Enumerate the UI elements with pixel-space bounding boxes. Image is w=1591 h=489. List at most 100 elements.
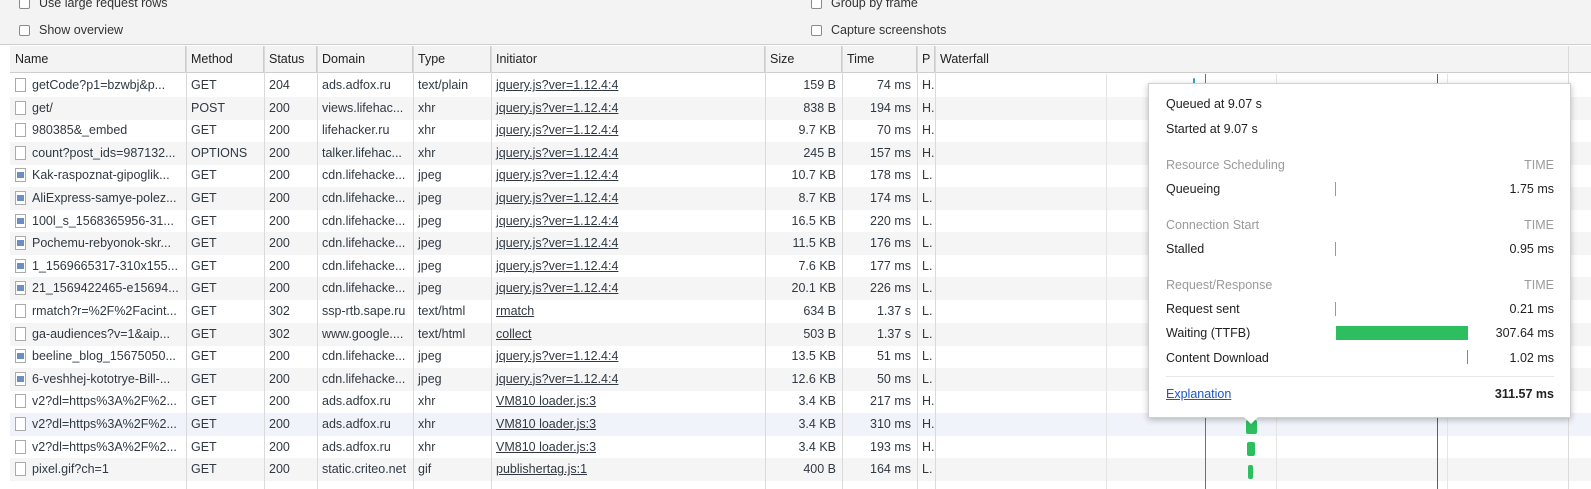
cell-name: 100l_s_1568365956-31...: [10, 210, 186, 233]
cell-initiator[interactable]: collect: [491, 323, 765, 346]
cell-time: 51 ms: [876, 349, 911, 364]
large-rows-option[interactable]: Use large request rows: [19, 0, 168, 11]
table-row[interactable]: getCode?p1=bzwbj&p... GET 204 ads.adfox.ru t…: [10, 74, 1591, 97]
cell-initiator[interactable]: jquery.js?ver=1.12.4:4: [491, 345, 765, 368]
initiator-link[interactable]: jquery.js?ver=1.12.4:4: [496, 236, 619, 251]
initiator-link[interactable]: jquery.js?ver=1.12.4:4: [496, 168, 619, 183]
cell-initiator[interactable]: jquery.js?ver=1.12.4:4: [491, 255, 765, 278]
initiator-link[interactable]: jquery.js?ver=1.12.4:4: [496, 78, 619, 92]
cell-name: 6-veshhej-kototrye-Bill-...: [10, 368, 186, 391]
table-row[interactable]: v2?dl=https%3A%2F%2... GET 200 ads.adfox.ru…: [10, 436, 1591, 459]
initiator-link[interactable]: rmatch: [496, 304, 535, 318]
cell-initiator[interactable]: rmatch: [491, 300, 765, 323]
initiator-link[interactable]: jquery.js?ver=1.12.4:4: [496, 371, 619, 386]
col-type-header[interactable]: Type: [413, 46, 491, 73]
cell-size: 8.7 KB: [798, 191, 836, 205]
initiator-link[interactable]: jquery.js?ver=1.12.4:4: [496, 281, 619, 296]
initiator-link[interactable]: VM810 loader.js:3: [496, 394, 597, 409]
table-row[interactable]: 980385&_embed GET 200 lifehacker.ru xhr jquer…: [10, 119, 1591, 142]
table-row[interactable]: rmatch?r=%2F%2Facint... GET 302 ssp-rtb.sap…: [10, 300, 1591, 323]
table-row[interactable]: 1_1569665317-310x155... GET 200 cdn.lifehac…: [10, 255, 1591, 278]
cell-method: OPTIONS: [191, 145, 248, 160]
initiator-link[interactable]: jquery.js?ver=1.12.4:4: [496, 213, 619, 228]
cell-method: GET: [191, 394, 217, 409]
cell-method: GET: [191, 326, 217, 341]
large-rows-label: Use large request rows: [39, 0, 168, 10]
cell-initiator[interactable]: jquery.js?ver=1.12.4:4: [491, 232, 765, 255]
cell-initiator[interactable]: jquery.js?ver=1.12.4:4: [491, 277, 765, 300]
request-name: AliExpress-samye-polez...: [32, 191, 177, 205]
col-status-header[interactable]: Status: [264, 46, 317, 73]
col-method-header[interactable]: Method: [186, 46, 264, 73]
table-row[interactable]: 100l_s_1568365956-31... GET 200 cdn.lifehac…: [10, 210, 1591, 233]
cell-initiator[interactable]: jquery.js?ver=1.12.4:4: [491, 142, 765, 165]
cell-type: text/html: [418, 326, 466, 341]
cell-domain: www.google....: [322, 326, 404, 341]
cell-type: xhr: [418, 145, 436, 160]
table-row[interactable]: v2?dl=https%3A%2F%2... GET 200 ads.adfox.ru…: [10, 390, 1591, 413]
initiator-link[interactable]: jquery.js?ver=1.12.4:4: [496, 191, 619, 205]
show-overview-option[interactable]: Show overview: [19, 22, 123, 38]
image-icon: [15, 213, 26, 228]
cell-initiator[interactable]: VM810 loader.js:3: [491, 436, 765, 459]
large-rows-checkbox[interactable]: [19, 0, 30, 9]
cell-initiator[interactable]: jquery.js?ver=1.12.4:4: [491, 97, 765, 120]
col-time-header[interactable]: Time: [842, 46, 917, 73]
cell-status: 200: [269, 191, 290, 205]
cell-initiator[interactable]: jquery.js?ver=1.12.4:4: [491, 119, 765, 142]
cell-initiator[interactable]: VM810 loader.js:3: [491, 413, 765, 436]
time-column-heading: TIME: [1524, 218, 1554, 232]
cell-initiator[interactable]: jquery.js?ver=1.12.4:4: [491, 368, 765, 391]
group-by-frame-option[interactable]: Group by frame: [811, 0, 918, 11]
col-domain-header[interactable]: Domain: [317, 46, 413, 73]
cell-initiator[interactable]: VM810 loader.js:3: [491, 390, 765, 413]
cell-initiator[interactable]: publishertag.js:1: [491, 458, 765, 481]
request-name: get/: [32, 100, 53, 115]
cell-status: 204: [269, 78, 290, 92]
cell-priority: H.: [922, 145, 935, 160]
cell-name: 21_1569422465-e15694...: [10, 277, 186, 300]
capture-screenshots-checkbox[interactable]: [811, 24, 822, 36]
explanation-link[interactable]: Explanation: [1166, 387, 1232, 401]
cell-size: 3.4 KB: [798, 394, 836, 409]
capture-screenshots-option[interactable]: Capture screenshots: [811, 22, 946, 38]
initiator-link[interactable]: collect: [496, 326, 532, 341]
initiator-link[interactable]: jquery.js?ver=1.12.4:4: [496, 100, 619, 115]
cell-initiator[interactable]: jquery.js?ver=1.12.4:4: [491, 74, 765, 97]
initiator-link[interactable]: VM810 loader.js:3: [496, 417, 597, 431]
col-priority-header[interactable]: P: [917, 46, 935, 73]
cell-name: v2?dl=https%3A%2F%2...: [10, 436, 186, 459]
cell-time: 157 ms: [870, 145, 911, 160]
waiting-ttfb-label: Waiting (TTFB): [1166, 326, 1251, 340]
initiator-link[interactable]: jquery.js?ver=1.12.4:4: [496, 349, 619, 364]
cell-initiator[interactable]: jquery.js?ver=1.12.4:4: [491, 164, 765, 187]
cell-domain: lifehacker.ru: [322, 123, 390, 138]
cell-time: 220 ms: [870, 213, 911, 228]
table-row[interactable]: Kak-raspoznat-gipoglik... GET 200 cdn.lifeh…: [10, 164, 1591, 187]
initiator-link[interactable]: jquery.js?ver=1.12.4:4: [496, 258, 619, 273]
queueing-label: Queueing: [1166, 182, 1221, 196]
initiator-link[interactable]: VM810 loader.js:3: [496, 439, 597, 454]
initiator-link[interactable]: publishertag.js:1: [496, 462, 588, 477]
cell-status: 302: [269, 304, 290, 318]
cell-name: beeline_blog_15675050...: [10, 345, 186, 368]
col-initiator-header[interactable]: Initiator: [491, 46, 765, 73]
col-name-header[interactable]: Name: [10, 46, 186, 73]
col-waterfall-header[interactable]: Waterfall: [940, 52, 989, 66]
initiator-link[interactable]: jquery.js?ver=1.12.4:4: [496, 145, 619, 160]
table-row[interactable]: v2?dl=https%3A%2F%2... GET 200 ads.adfox.ru…: [10, 413, 1591, 436]
cell-domain: ads.adfox.ru: [322, 439, 391, 454]
initiator-link[interactable]: jquery.js?ver=1.12.4:4: [496, 123, 619, 138]
cell-status: 200: [269, 417, 290, 431]
cell-initiator[interactable]: jquery.js?ver=1.12.4:4: [491, 210, 765, 233]
table-row[interactable]: pixel.gif?ch=1 GET 200 static.criteo.net gif…: [10, 458, 1591, 482]
show-overview-checkbox[interactable]: [19, 24, 30, 36]
cell-priority: L.: [922, 462, 933, 477]
col-size-header[interactable]: Size: [765, 46, 842, 73]
cell-type: jpeg: [418, 168, 442, 183]
group-by-frame-checkbox[interactable]: [811, 0, 822, 9]
table-row[interactable]: beeline_blog_15675050... GET 200 cdn.lifeha…: [10, 345, 1591, 368]
cell-type: jpeg: [418, 349, 442, 364]
cell-initiator[interactable]: jquery.js?ver=1.12.4:4: [491, 187, 765, 210]
cell-size: 20.1 KB: [791, 281, 836, 296]
